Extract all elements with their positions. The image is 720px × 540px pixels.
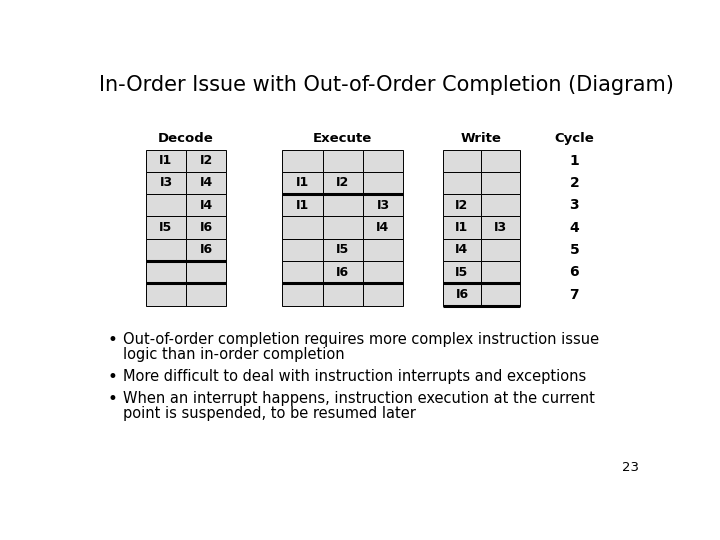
Bar	[186, 217, 226, 239]
Text: •: •	[107, 390, 117, 408]
Bar	[482, 172, 520, 194]
Bar	[443, 239, 482, 261]
Text: I4: I4	[377, 221, 390, 234]
Text: I4: I4	[199, 199, 213, 212]
Bar	[186, 172, 226, 194]
Text: I6: I6	[456, 288, 469, 301]
Bar	[323, 284, 363, 306]
Bar	[282, 150, 323, 172]
Bar	[482, 284, 520, 306]
Text: point is suspended, to be resumed later: point is suspended, to be resumed later	[122, 406, 415, 421]
Text: •: •	[107, 331, 117, 349]
Bar	[145, 194, 186, 217]
Text: I6: I6	[199, 221, 213, 234]
Bar	[323, 261, 363, 284]
Bar	[186, 284, 226, 306]
Bar	[363, 217, 403, 239]
Bar	[443, 194, 482, 217]
Text: 23: 23	[621, 462, 639, 475]
Bar	[282, 172, 323, 194]
Text: Out-of-order completion requires more complex instruction issue: Out-of-order completion requires more co…	[122, 332, 598, 347]
Text: Execute: Execute	[313, 132, 372, 145]
Text: I5: I5	[336, 244, 349, 256]
Bar	[282, 194, 323, 217]
Bar	[323, 239, 363, 261]
Bar	[145, 172, 186, 194]
Bar	[282, 284, 323, 306]
Bar	[443, 217, 482, 239]
Bar	[482, 194, 520, 217]
Bar	[145, 261, 186, 284]
Bar	[363, 261, 403, 284]
Bar	[443, 284, 482, 306]
Text: I6: I6	[336, 266, 349, 279]
Text: I3: I3	[377, 199, 390, 212]
Bar	[145, 239, 186, 261]
Bar	[282, 217, 323, 239]
Text: More difficult to deal with instruction interrupts and exceptions: More difficult to deal with instruction …	[122, 369, 586, 384]
Text: I4: I4	[199, 177, 213, 190]
Text: •: •	[107, 368, 117, 386]
Bar	[186, 194, 226, 217]
Bar	[186, 239, 226, 261]
Bar	[482, 217, 520, 239]
Bar	[282, 239, 323, 261]
Text: I3: I3	[494, 221, 508, 234]
Text: 2: 2	[570, 176, 580, 190]
Text: Cycle: Cycle	[554, 132, 594, 145]
Text: I2: I2	[199, 154, 213, 167]
Bar	[482, 150, 520, 172]
Bar	[443, 261, 482, 284]
Text: I1: I1	[296, 177, 309, 190]
Text: I6: I6	[199, 244, 213, 256]
Text: 3: 3	[570, 198, 579, 212]
Text: logic than in-order completion: logic than in-order completion	[122, 347, 344, 362]
Text: I4: I4	[455, 244, 469, 256]
Text: I1: I1	[296, 199, 309, 212]
Bar	[145, 217, 186, 239]
Bar	[363, 239, 403, 261]
Bar	[363, 194, 403, 217]
Text: 7: 7	[570, 288, 579, 302]
Text: 1: 1	[570, 154, 580, 167]
Bar	[186, 150, 226, 172]
Bar	[482, 239, 520, 261]
Bar	[482, 261, 520, 284]
Bar	[363, 284, 403, 306]
Bar	[323, 217, 363, 239]
Text: I1: I1	[159, 154, 173, 167]
Text: I5: I5	[455, 266, 469, 279]
Text: I2: I2	[336, 177, 349, 190]
Text: I2: I2	[455, 199, 469, 212]
Text: 4: 4	[570, 221, 580, 235]
Bar	[443, 150, 482, 172]
Text: 6: 6	[570, 265, 579, 279]
Text: Write: Write	[461, 132, 502, 145]
Text: I5: I5	[159, 221, 173, 234]
Bar	[363, 172, 403, 194]
Bar	[186, 261, 226, 284]
Text: I1: I1	[455, 221, 469, 234]
Text: Decode: Decode	[158, 132, 214, 145]
Bar	[323, 150, 363, 172]
Bar	[145, 284, 186, 306]
Bar	[323, 194, 363, 217]
Text: When an interrupt happens, instruction execution at the current: When an interrupt happens, instruction e…	[122, 390, 595, 406]
Bar	[363, 150, 403, 172]
Text: 5: 5	[570, 243, 580, 257]
Text: In-Order Issue with Out-of-Order Completion (Diagram): In-Order Issue with Out-of-Order Complet…	[99, 75, 674, 95]
Text: I3: I3	[159, 177, 173, 190]
Bar	[323, 172, 363, 194]
Bar	[282, 261, 323, 284]
Bar	[443, 172, 482, 194]
Bar	[145, 150, 186, 172]
